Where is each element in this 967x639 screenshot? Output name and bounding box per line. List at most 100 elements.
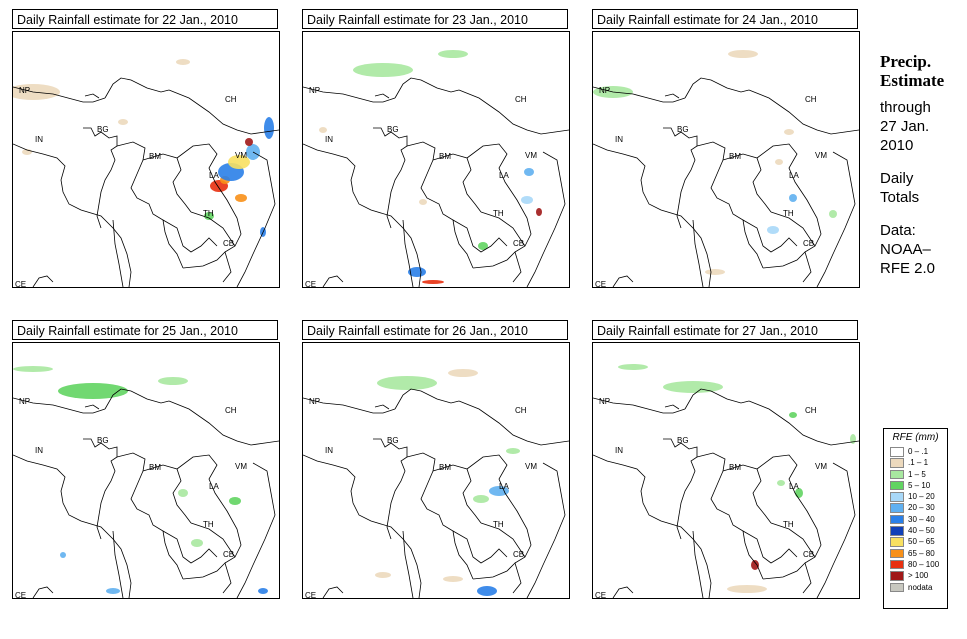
sidebar-daily-line2: Totals bbox=[880, 189, 920, 206]
rainfall-area bbox=[353, 63, 413, 77]
country-border bbox=[452, 219, 508, 253]
legend-label: 65 – 80 bbox=[908, 548, 935, 558]
map-svg: NP CH BG IN BM VM LA TH CB CE bbox=[13, 366, 279, 598]
rainfall-area bbox=[728, 50, 758, 58]
country-border bbox=[480, 522, 526, 558]
rainfall-map: NP CH BG IN BM VM LA TH CB CE bbox=[592, 342, 860, 599]
country-border bbox=[13, 454, 132, 598]
country-border bbox=[722, 153, 772, 213]
legend-swatch bbox=[890, 458, 904, 468]
country-border bbox=[104, 77, 170, 99]
country-border bbox=[684, 388, 750, 410]
country-label: BM bbox=[729, 152, 741, 161]
rainfall-map: NP CH BG IN BM VM LA TH CB CE bbox=[12, 31, 280, 288]
country-border bbox=[432, 464, 482, 524]
legend-label: 80 – 100 bbox=[908, 559, 940, 569]
country-border bbox=[466, 143, 532, 253]
panel-title: Daily Rainfall estimate for 23 Jan., 201… bbox=[302, 9, 568, 29]
country-label: LA bbox=[209, 171, 219, 180]
country-border bbox=[748, 400, 859, 446]
country-border bbox=[322, 586, 344, 598]
country-border bbox=[236, 151, 276, 287]
country-border bbox=[466, 454, 532, 564]
rainfall-area bbox=[775, 159, 783, 165]
country-label: TH bbox=[493, 520, 504, 529]
country-border bbox=[526, 462, 566, 598]
rainfall-area bbox=[489, 486, 509, 496]
legend-swatch bbox=[890, 514, 904, 525]
country-label: LA bbox=[499, 171, 509, 180]
rainfall-area bbox=[438, 50, 468, 58]
country-label: VM bbox=[525, 462, 537, 471]
country-label: CE bbox=[595, 591, 606, 598]
rainfall-area bbox=[784, 129, 794, 135]
sidebar-daily-line1: Daily bbox=[880, 170, 914, 187]
country-label: LA bbox=[499, 482, 509, 491]
country-label: LA bbox=[209, 482, 219, 491]
panel-title: Daily Rainfall estimate for 24 Jan., 201… bbox=[592, 9, 858, 29]
country-label: BG bbox=[677, 436, 689, 445]
country-label: LA bbox=[789, 171, 799, 180]
country-border bbox=[303, 143, 422, 287]
country-border bbox=[182, 562, 232, 594]
rainfall-area bbox=[178, 489, 188, 497]
legend-item: 80 – 100 bbox=[884, 559, 947, 570]
country-border bbox=[664, 93, 680, 99]
rainfall-area bbox=[60, 552, 66, 558]
legend-label: nodata bbox=[908, 582, 933, 592]
legend-label: .1 – 1 bbox=[908, 458, 929, 468]
rainfall-area bbox=[478, 242, 488, 250]
country-border bbox=[770, 522, 816, 558]
country-border bbox=[83, 127, 118, 229]
country-border bbox=[84, 404, 100, 410]
rainfall-area bbox=[422, 280, 444, 284]
country-label: CB bbox=[803, 550, 814, 559]
rainfall-area bbox=[375, 572, 391, 578]
rainfall-map: NP CH BG IN BM VM LA TH CB CE bbox=[302, 342, 570, 599]
sidebar-date-line1: 27 Jan. bbox=[880, 118, 930, 135]
country-label: CB bbox=[223, 550, 234, 559]
country-label: CB bbox=[513, 239, 524, 248]
country-label: NP bbox=[309, 86, 320, 95]
legend-item: > 100 bbox=[884, 570, 947, 581]
country-label: BM bbox=[439, 463, 451, 472]
country-border bbox=[84, 93, 100, 99]
legend-label: 20 – 30 bbox=[908, 503, 935, 513]
country-border bbox=[593, 397, 686, 414]
panel-title: Daily Rainfall estimate for 25 Jan., 201… bbox=[12, 320, 278, 340]
country-label: CH bbox=[515, 95, 527, 104]
country-border bbox=[374, 93, 390, 99]
legend-item: 50 – 65 bbox=[884, 536, 947, 547]
legend-swatch bbox=[890, 559, 904, 570]
country-border bbox=[13, 86, 106, 103]
country-label: BG bbox=[387, 125, 399, 134]
legend-item: 65 – 80 bbox=[884, 548, 947, 559]
country-label: IN bbox=[325, 446, 333, 455]
country-border bbox=[162, 530, 218, 564]
country-label: CB bbox=[223, 239, 234, 248]
country-border bbox=[696, 141, 764, 269]
country-label: CB bbox=[513, 550, 524, 559]
country-label: CH bbox=[515, 406, 527, 415]
country-border bbox=[748, 89, 859, 135]
legend-label: 10 – 20 bbox=[908, 492, 935, 502]
country-border bbox=[32, 275, 54, 287]
country-border bbox=[116, 141, 184, 269]
country-label: CE bbox=[595, 280, 606, 287]
country-border bbox=[176, 143, 242, 253]
country-label: CE bbox=[15, 280, 26, 287]
country-border bbox=[168, 400, 279, 446]
country-border bbox=[756, 454, 822, 564]
country-label: CH bbox=[225, 406, 237, 415]
country-border bbox=[480, 211, 526, 247]
rainfall-area bbox=[789, 194, 797, 202]
legend-label: 1 – 5 bbox=[908, 469, 926, 479]
sidebar-title-line2: Estimate bbox=[880, 71, 945, 90]
country-border bbox=[190, 522, 236, 558]
rainfall-area bbox=[176, 59, 190, 65]
country-border bbox=[13, 143, 132, 287]
rainfall-area bbox=[106, 588, 120, 594]
rainfall-area bbox=[377, 376, 437, 390]
legend-item: .1 – 1 bbox=[884, 457, 947, 468]
